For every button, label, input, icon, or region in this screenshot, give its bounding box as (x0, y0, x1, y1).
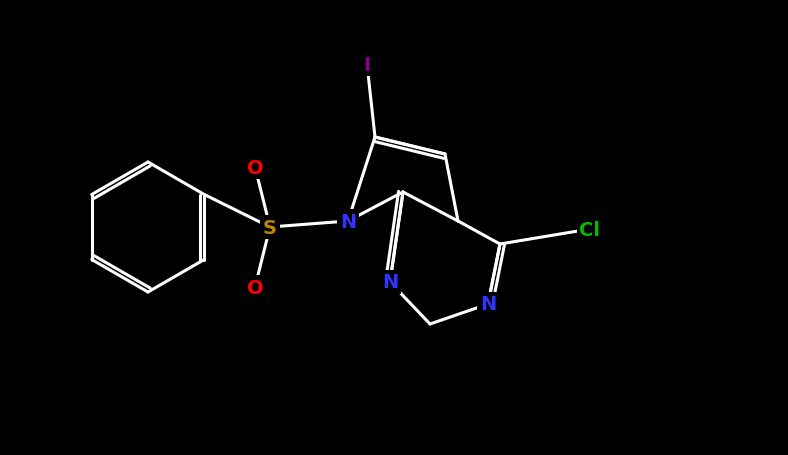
Text: N: N (340, 212, 356, 231)
Text: S: S (263, 218, 277, 237)
Text: Cl: Cl (579, 220, 600, 239)
Text: N: N (480, 295, 496, 314)
Text: I: I (363, 56, 370, 74)
Text: N: N (382, 273, 398, 292)
Text: O: O (247, 158, 263, 177)
Text: O: O (247, 278, 263, 297)
